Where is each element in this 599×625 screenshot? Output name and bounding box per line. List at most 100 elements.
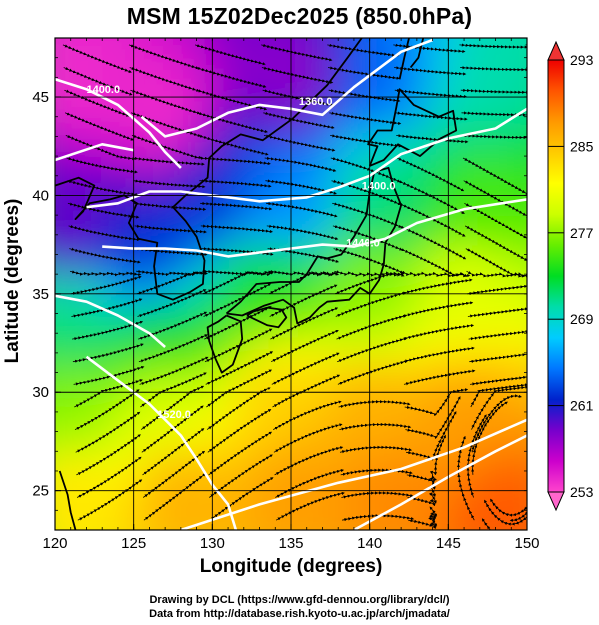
streamline <box>468 328 527 341</box>
streamline <box>194 44 266 66</box>
streamline <box>404 388 469 417</box>
streamline <box>403 346 475 363</box>
streamline <box>72 343 144 363</box>
streamline <box>396 157 465 192</box>
streamline <box>72 320 144 341</box>
streamline <box>337 337 408 363</box>
streamline <box>338 400 411 409</box>
streamline <box>138 334 208 363</box>
streamline <box>69 270 142 277</box>
streamline <box>394 88 467 99</box>
colorbar-tick-label: 293 <box>570 52 594 68</box>
streamline <box>261 66 334 84</box>
streamline <box>535 349 599 362</box>
contour-label: 1520.0 <box>157 409 191 421</box>
streamline <box>332 225 403 251</box>
data-credit: Data from http://database.rish.kyoto-u.a… <box>149 608 450 620</box>
streamline <box>341 491 414 499</box>
streamline <box>202 269 274 277</box>
streamline <box>263 111 335 129</box>
contour-label: 1360.0 <box>299 96 333 108</box>
streamline <box>461 111 527 117</box>
drawing-credit: Drawing by DCL (https://www.gfd-dennou.o… <box>149 594 450 606</box>
streamline <box>396 134 469 144</box>
coastline <box>398 38 410 80</box>
contour-line <box>55 143 134 162</box>
streamline <box>339 445 413 454</box>
streamline <box>533 281 599 294</box>
streamline <box>340 468 413 476</box>
y-tick-label: 35 <box>32 286 49 303</box>
streamline <box>533 271 599 276</box>
streamline <box>129 66 200 92</box>
streamline <box>467 283 527 296</box>
streamline <box>200 201 273 211</box>
contour-label: 1440.0 <box>346 238 380 250</box>
streamline <box>342 514 415 522</box>
streamline <box>460 88 527 94</box>
streamline <box>333 247 404 274</box>
streamline <box>327 43 400 58</box>
coastline <box>206 314 244 374</box>
coastlines <box>55 38 458 530</box>
contour-label: 1400.0 <box>86 84 120 96</box>
y-axis-ticks: 25 30 35 40 45 <box>32 37 527 531</box>
streamline <box>394 66 467 76</box>
streamline <box>133 202 207 211</box>
streamline <box>536 371 599 384</box>
colorbar-max-arrow <box>547 40 565 61</box>
colorbar-tick-label: 253 <box>570 484 594 500</box>
streamline <box>329 111 402 125</box>
streamline <box>133 179 206 189</box>
x-tick-label: 120 <box>42 535 67 552</box>
streamline <box>67 202 140 219</box>
streamline <box>197 134 269 156</box>
streamline <box>135 247 208 257</box>
contour-line <box>55 294 166 348</box>
streamline <box>401 278 473 295</box>
streamline <box>138 311 208 340</box>
y-tick-label: 30 <box>32 384 49 401</box>
streamline <box>199 179 272 188</box>
streamline <box>403 369 476 386</box>
streamline <box>407 477 438 507</box>
streamline <box>535 326 599 339</box>
streamline <box>459 43 527 49</box>
streamline <box>456 435 475 521</box>
streamline <box>401 301 474 318</box>
streamline <box>62 44 132 73</box>
coastline <box>58 470 77 530</box>
streamline <box>469 373 527 386</box>
y-tick-label: 45 <box>32 89 49 106</box>
streamline <box>462 157 527 195</box>
colorbar: 293 285 277 269 261 253 <box>547 40 594 512</box>
streamline <box>263 134 336 152</box>
streamline <box>261 43 333 62</box>
streamline <box>509 454 527 522</box>
lat-lon-grid <box>55 38 527 530</box>
chart-title: MSM 15Z02Dec2025 (850.0hPa) <box>126 3 473 29</box>
streamline <box>262 89 334 107</box>
streamline <box>131 134 202 160</box>
x-tick-label: 140 <box>357 535 382 552</box>
streamline <box>128 44 199 70</box>
x-tick-label: 125 <box>121 535 146 552</box>
streamline <box>334 270 405 277</box>
streamline <box>328 89 401 103</box>
streamline <box>139 356 209 386</box>
streamline <box>532 249 598 276</box>
streamline <box>336 314 407 340</box>
wind-streamlines <box>62 43 599 530</box>
coastline <box>246 306 288 329</box>
coastline <box>225 167 402 325</box>
streamline <box>195 66 267 88</box>
streamline <box>330 157 401 183</box>
streamline <box>337 360 408 385</box>
contour-line <box>102 198 527 258</box>
streamline <box>66 157 138 174</box>
colorbar-tick-label: 285 <box>570 138 594 154</box>
geopotential-contours: 1400.0 1360.0 1400.0 1440.0 1520.0 <box>55 38 527 530</box>
streamline <box>266 224 339 241</box>
streamline <box>408 506 438 530</box>
streamline <box>525 44 527 46</box>
